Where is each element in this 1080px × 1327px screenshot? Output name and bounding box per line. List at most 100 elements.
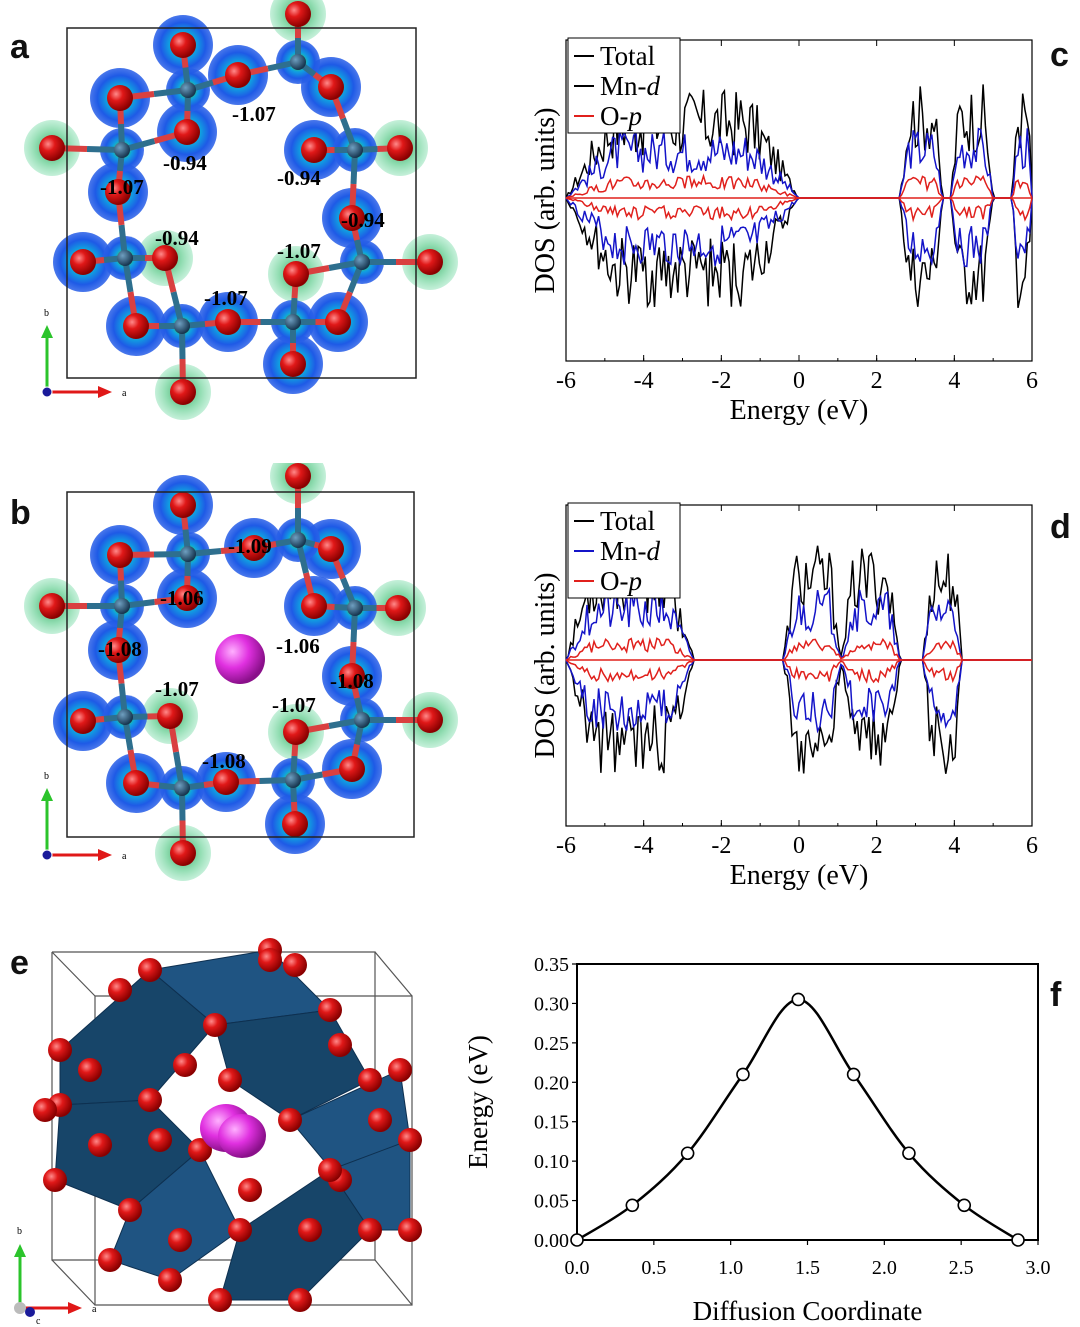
oxygen-atom xyxy=(358,1218,382,1242)
oxygen-atom xyxy=(148,1128,172,1152)
x-tick-label: -6 xyxy=(556,368,576,394)
oxygen-atom xyxy=(39,593,65,619)
dos-curve xyxy=(565,197,1033,223)
manganese-atom xyxy=(180,546,196,562)
legend-entry: Total xyxy=(600,506,655,536)
oxygen-atom xyxy=(123,770,149,796)
dos-curve xyxy=(565,636,1032,661)
oxygen-atom xyxy=(318,998,342,1022)
manganese-atom xyxy=(347,600,363,616)
oxygen-atom xyxy=(215,309,241,335)
oxygen-atom xyxy=(280,351,306,377)
oxygen-atom xyxy=(387,135,413,161)
x-tick-label: -2 xyxy=(711,368,731,394)
charge-label: -1.07 xyxy=(272,693,316,717)
charge-label: -1.07 xyxy=(204,286,248,310)
panel-label-e: e xyxy=(10,944,29,982)
charge-label: -1.07 xyxy=(277,239,321,263)
oxygen-atom xyxy=(301,593,327,619)
x-tick-label: 6 xyxy=(1026,833,1038,859)
oxygen-atom xyxy=(123,313,149,339)
mno6-octahedron xyxy=(219,1169,371,1301)
x-tick-label: -4 xyxy=(634,368,654,394)
x-tick-label: 0 xyxy=(793,833,805,859)
y-tick-label: 0.15 xyxy=(534,1112,569,1134)
axis-indicator: b a xyxy=(41,771,127,862)
x-tick-label: 6 xyxy=(1026,368,1038,394)
y-tick-label: 0.00 xyxy=(534,1230,569,1252)
oxygen-atom xyxy=(48,1038,72,1062)
oxygen-atom xyxy=(157,703,183,729)
oxygen-atom xyxy=(318,1158,342,1182)
x-tick-label: 1.5 xyxy=(795,1257,820,1279)
charge-label: -0.94 xyxy=(277,166,321,190)
oxygen-atom xyxy=(339,756,365,782)
oxygen-atom xyxy=(358,1068,382,1092)
oxygen-atom xyxy=(170,32,196,58)
y-tick-label: 0.05 xyxy=(534,1191,569,1213)
dos-curve xyxy=(565,659,1032,734)
data-point xyxy=(570,1233,584,1247)
lithium-atom xyxy=(215,634,265,684)
axis-indicator: b a c xyxy=(14,1226,97,1327)
oxygen-atom xyxy=(285,1,311,27)
panel-label-d: d xyxy=(1050,508,1071,546)
oxygen-atom xyxy=(298,1218,322,1242)
x-tick-label: 2 xyxy=(871,368,883,394)
oxygen-atom xyxy=(208,1288,232,1312)
x-tick-label: -4 xyxy=(634,833,654,859)
manganese-atom xyxy=(180,82,196,98)
oxygen-atom xyxy=(108,978,132,1002)
oxygen-atom xyxy=(398,1128,422,1152)
oxygen-atom xyxy=(283,719,309,745)
x-tick-label: 2.0 xyxy=(872,1257,897,1279)
axis-label-a: a xyxy=(122,851,127,862)
manganese-atom xyxy=(174,780,190,796)
oxygen-atom xyxy=(88,1133,112,1157)
oxygen-atom xyxy=(328,1033,352,1057)
structure-panel-e: b a c xyxy=(14,938,422,1327)
oxygen-atom xyxy=(107,85,133,111)
legend-entry: Mn-d xyxy=(600,536,661,566)
oxygen-atom xyxy=(188,1138,212,1162)
charge-label: -1.08 xyxy=(202,749,246,773)
oxygen-atom xyxy=(285,463,311,489)
charge-label: -0.94 xyxy=(155,226,199,250)
axis-label-a: a xyxy=(122,388,127,399)
oxygen-atom xyxy=(43,1168,67,1192)
panel-label-c: c xyxy=(1050,36,1069,74)
oxygen-atom xyxy=(213,769,239,795)
oxygen-atom xyxy=(107,542,133,568)
x-tick-label: 0.5 xyxy=(641,1257,666,1279)
x-tick-label: 4 xyxy=(948,368,960,394)
oxygen-atom xyxy=(318,536,344,562)
x-tick-label: -2 xyxy=(711,833,731,859)
oxygen-atom xyxy=(70,708,96,734)
x-axis-label: Energy (eV) xyxy=(730,860,869,891)
oxygen-atom xyxy=(170,492,196,518)
oxygen-atom xyxy=(301,137,327,163)
manganese-atom xyxy=(354,712,370,728)
oxygen-atom xyxy=(174,119,200,145)
x-tick-label: 0 xyxy=(793,368,805,394)
structure-panel-a: -1.07 -0.94 -0.94 -1.07 -0.94 -1.07 -0.94 -1.07… xyxy=(24,0,458,420)
legend-entry: O-p xyxy=(600,566,642,596)
manganese-atom xyxy=(117,250,133,266)
oxygen-atom xyxy=(258,948,282,972)
oxygen-atom xyxy=(78,1058,102,1082)
manganese-atom xyxy=(114,598,130,614)
axis-label-c: c xyxy=(36,1316,41,1327)
y-tick-label: 0.35 xyxy=(534,954,569,976)
dos-curve xyxy=(565,173,1033,199)
oxygen-atom xyxy=(241,535,267,561)
data-point xyxy=(736,1067,750,1082)
oxygen-atom xyxy=(105,637,131,663)
structure-panel-b: -1.09 -1.06 -1.06 -1.08 -1.08 -1.07 -1.07 -1.08… xyxy=(24,463,458,881)
x-tick-label: 2.5 xyxy=(949,1257,974,1279)
oxygen-atom xyxy=(158,1268,182,1292)
charge-label: -0.94 xyxy=(341,208,385,232)
manganese-atom xyxy=(354,254,370,270)
